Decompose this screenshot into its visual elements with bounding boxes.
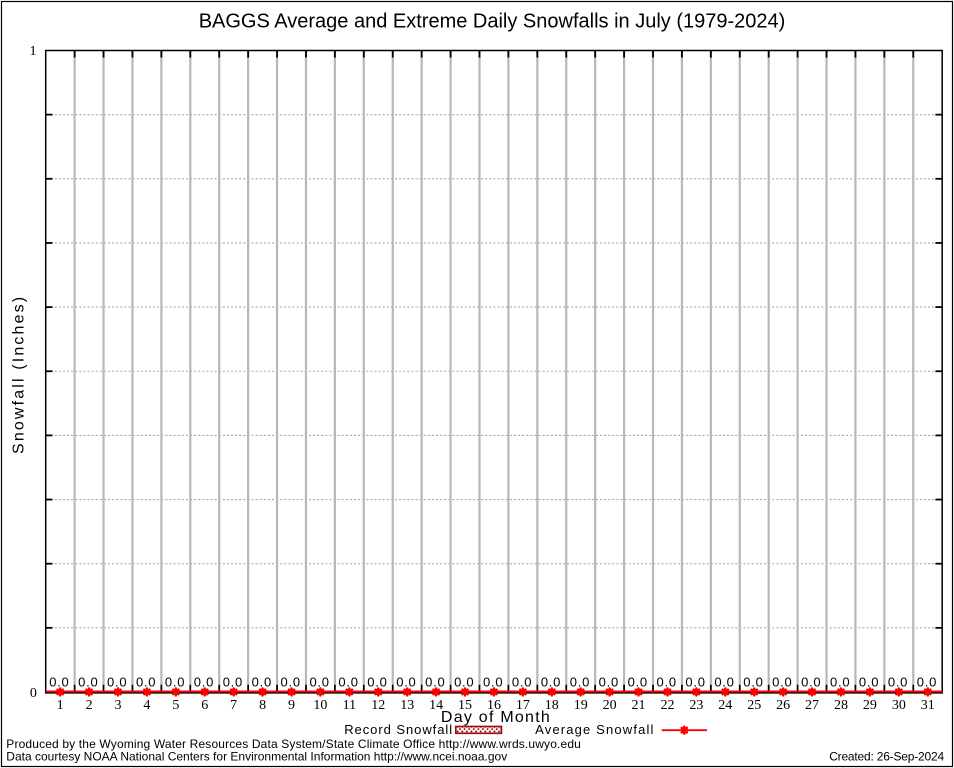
svg-text:0.0: 0.0 (512, 675, 532, 690)
svg-text:26: 26 (776, 698, 790, 713)
svg-text:0.0: 0.0 (859, 675, 879, 690)
svg-text:2: 2 (86, 698, 93, 713)
svg-text:0.0: 0.0 (888, 675, 908, 690)
svg-text:6: 6 (201, 698, 208, 713)
svg-text:28: 28 (834, 698, 848, 713)
svg-text:0.0: 0.0 (454, 675, 474, 690)
svg-text:0.0: 0.0 (570, 675, 590, 690)
svg-text:Average Snowfall: Average Snowfall (535, 722, 655, 737)
svg-text:0.0: 0.0 (309, 675, 329, 690)
svg-text:0.0: 0.0 (78, 675, 98, 690)
svg-text:0.0: 0.0 (425, 675, 445, 690)
svg-text:0.0: 0.0 (714, 675, 734, 690)
svg-text:30: 30 (892, 698, 906, 713)
svg-text:0: 0 (30, 686, 37, 701)
svg-text:0.0: 0.0 (338, 675, 358, 690)
svg-text:24: 24 (718, 698, 732, 713)
svg-text:13: 13 (400, 698, 414, 713)
svg-text:4: 4 (143, 698, 150, 713)
svg-text:0.0: 0.0 (107, 675, 127, 690)
svg-text:Snowfall (Inches): Snowfall (Inches) (11, 295, 28, 454)
svg-text:Data courtesy NOAA National Ce: Data courtesy NOAA National Centers for … (6, 750, 507, 764)
svg-text:Day of Month: Day of Month (441, 709, 551, 726)
svg-text:14: 14 (429, 698, 443, 713)
svg-text:1: 1 (30, 44, 37, 59)
svg-text:11: 11 (343, 698, 356, 713)
svg-text:19: 19 (574, 698, 588, 713)
svg-text:0.0: 0.0 (685, 675, 705, 690)
svg-text:0.0: 0.0 (194, 675, 214, 690)
svg-text:5: 5 (172, 698, 179, 713)
svg-text:0.0: 0.0 (165, 675, 185, 690)
svg-text:0.0: 0.0 (367, 675, 387, 690)
svg-text:17: 17 (516, 698, 530, 713)
svg-text:0.0: 0.0 (801, 675, 821, 690)
svg-text:29: 29 (863, 698, 877, 713)
svg-text:0.0: 0.0 (136, 675, 156, 690)
svg-text:Produced by the Wyoming Water: Produced by the Wyoming Water Resources … (6, 737, 581, 751)
svg-text:0.0: 0.0 (917, 675, 937, 690)
svg-text:Created: 26-Sep-2024: Created: 26-Sep-2024 (829, 750, 944, 764)
svg-text:20: 20 (603, 698, 617, 713)
svg-text:16: 16 (487, 698, 501, 713)
svg-text:0.0: 0.0 (599, 675, 619, 690)
svg-text:3: 3 (115, 698, 122, 713)
svg-text:12: 12 (371, 698, 385, 713)
svg-text:31: 31 (921, 698, 935, 713)
svg-text:0.0: 0.0 (628, 675, 648, 690)
svg-text:18: 18 (545, 698, 559, 713)
svg-text:0.0: 0.0 (396, 675, 416, 690)
svg-text:8: 8 (259, 698, 266, 713)
svg-text:1: 1 (57, 698, 64, 713)
svg-text:0.0: 0.0 (223, 675, 243, 690)
svg-text:22: 22 (660, 698, 674, 713)
svg-text:Record Snowfall: Record Snowfall (344, 722, 453, 737)
svg-text:21: 21 (632, 698, 646, 713)
svg-text:0.0: 0.0 (252, 675, 272, 690)
svg-text:0.0: 0.0 (483, 675, 503, 690)
svg-text:23: 23 (689, 698, 703, 713)
svg-text:9: 9 (288, 698, 295, 713)
svg-text:7: 7 (230, 698, 237, 713)
svg-text:0.0: 0.0 (49, 675, 69, 690)
svg-text:0.0: 0.0 (281, 675, 301, 690)
svg-text:0.0: 0.0 (743, 675, 763, 690)
svg-text:15: 15 (458, 698, 472, 713)
svg-text:0.0: 0.0 (657, 675, 677, 690)
svg-text:0.0: 0.0 (541, 675, 561, 690)
svg-text:0.0: 0.0 (772, 675, 792, 690)
svg-text:BAGGS Average and Extreme Dail: BAGGS Average and Extreme Daily Snowfall… (199, 11, 786, 33)
svg-text:0.0: 0.0 (830, 675, 850, 690)
svg-text:25: 25 (747, 698, 761, 713)
svg-text:10: 10 (313, 698, 327, 713)
svg-text:27: 27 (805, 698, 819, 713)
